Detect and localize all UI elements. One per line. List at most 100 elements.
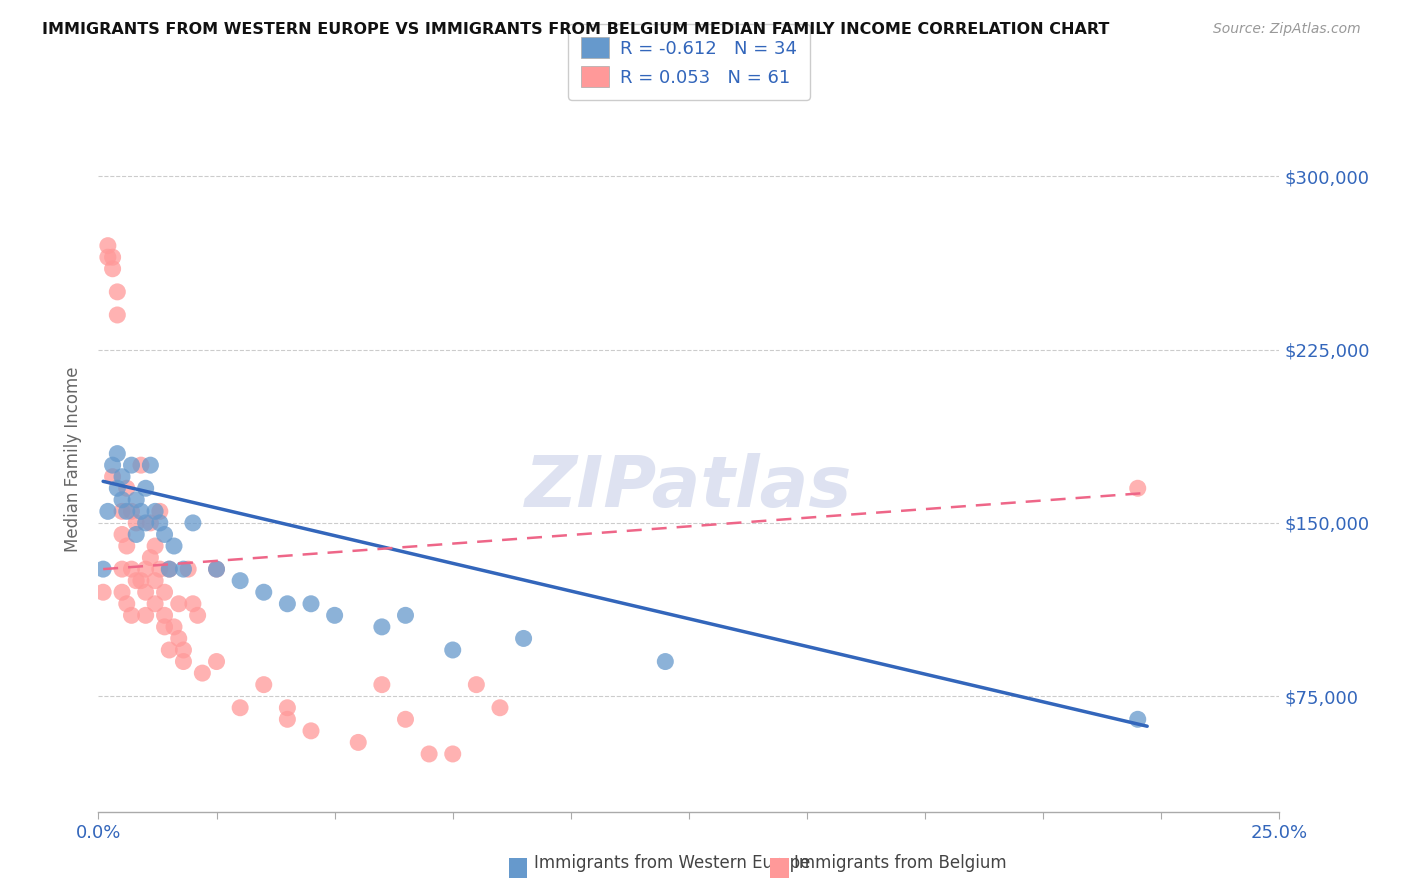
Point xyxy=(97,238,120,252)
Point xyxy=(205,655,228,669)
Point xyxy=(105,285,128,299)
Point xyxy=(229,700,252,714)
Point xyxy=(181,516,204,530)
Point xyxy=(129,504,152,518)
Point xyxy=(121,504,143,518)
Point xyxy=(654,655,676,669)
Point xyxy=(125,527,148,541)
Point xyxy=(111,562,134,576)
Point xyxy=(135,585,157,599)
Point xyxy=(299,597,322,611)
Point xyxy=(153,608,176,623)
Point xyxy=(153,620,176,634)
Point xyxy=(229,574,252,588)
Point xyxy=(157,562,180,576)
Point xyxy=(512,632,534,646)
Point xyxy=(253,585,276,599)
Point xyxy=(299,723,322,738)
Text: Immigrants from Western Europe: Immigrants from Western Europe xyxy=(534,855,811,872)
Point xyxy=(139,550,162,565)
Point xyxy=(149,504,172,518)
Point xyxy=(129,458,152,472)
Text: Source: ZipAtlas.com: Source: ZipAtlas.com xyxy=(1213,22,1361,37)
Point xyxy=(276,597,298,611)
Point xyxy=(97,250,120,264)
Point xyxy=(149,516,172,530)
Point xyxy=(101,261,124,276)
Point xyxy=(153,585,176,599)
Point xyxy=(163,620,186,634)
Point xyxy=(111,469,134,483)
Point xyxy=(1126,481,1149,495)
Point xyxy=(111,527,134,541)
Text: IMMIGRANTS FROM WESTERN EUROPE VS IMMIGRANTS FROM BELGIUM MEDIAN FAMILY INCOME C: IMMIGRANTS FROM WESTERN EUROPE VS IMMIGR… xyxy=(42,22,1109,37)
Legend: R = -0.612   N = 34, R = 0.053   N = 61: R = -0.612 N = 34, R = 0.053 N = 61 xyxy=(568,24,810,100)
Point xyxy=(129,574,152,588)
Point xyxy=(157,643,180,657)
Point xyxy=(323,608,346,623)
Point xyxy=(125,492,148,507)
Point xyxy=(172,643,194,657)
Point xyxy=(394,608,416,623)
Point xyxy=(91,562,114,576)
Point xyxy=(111,504,134,518)
Point xyxy=(191,666,214,681)
Point xyxy=(181,597,204,611)
Point xyxy=(157,562,180,576)
Point xyxy=(489,700,512,714)
Point xyxy=(101,469,124,483)
Point xyxy=(276,712,298,726)
Point xyxy=(187,608,209,623)
Point xyxy=(105,481,128,495)
Point xyxy=(91,585,114,599)
Point xyxy=(139,458,162,472)
Point xyxy=(167,632,190,646)
Point xyxy=(115,504,138,518)
Point xyxy=(253,678,276,692)
Point xyxy=(153,527,176,541)
Point xyxy=(276,700,298,714)
Point xyxy=(394,712,416,726)
Point xyxy=(135,608,157,623)
Point xyxy=(135,516,157,530)
Point xyxy=(143,504,166,518)
Text: Immigrants from Belgium: Immigrants from Belgium xyxy=(794,855,1007,872)
Text: ZIPatlas: ZIPatlas xyxy=(526,453,852,522)
Point xyxy=(125,516,148,530)
Point xyxy=(101,250,124,264)
Point xyxy=(465,678,488,692)
Point xyxy=(371,620,394,634)
Point xyxy=(139,516,162,530)
Point xyxy=(125,574,148,588)
Point xyxy=(97,504,120,518)
Point xyxy=(111,585,134,599)
Point xyxy=(115,481,138,495)
Point xyxy=(121,458,143,472)
Point xyxy=(205,562,228,576)
Point xyxy=(105,308,128,322)
Point xyxy=(143,597,166,611)
Point xyxy=(111,492,134,507)
Point xyxy=(371,678,394,692)
Point xyxy=(121,608,143,623)
Point xyxy=(172,655,194,669)
Point xyxy=(167,597,190,611)
Point xyxy=(163,539,186,553)
Point xyxy=(143,539,166,553)
Point xyxy=(1126,712,1149,726)
Point xyxy=(115,597,138,611)
Y-axis label: Median Family Income: Median Family Income xyxy=(65,367,83,552)
Point xyxy=(115,539,138,553)
Point xyxy=(135,562,157,576)
Point xyxy=(418,747,440,761)
Point xyxy=(105,447,128,461)
Point xyxy=(143,574,166,588)
Point xyxy=(172,562,194,576)
Point xyxy=(101,458,124,472)
Point xyxy=(347,735,370,749)
Point xyxy=(441,747,464,761)
Point xyxy=(177,562,200,576)
Point xyxy=(441,643,464,657)
Point xyxy=(149,562,172,576)
Point xyxy=(121,562,143,576)
